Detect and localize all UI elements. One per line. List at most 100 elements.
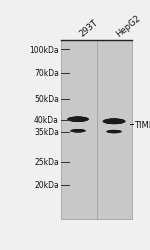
Ellipse shape	[106, 130, 122, 134]
Ellipse shape	[70, 130, 86, 133]
Text: 35kDa: 35kDa	[34, 128, 59, 136]
Ellipse shape	[109, 131, 120, 133]
Ellipse shape	[72, 130, 85, 133]
Ellipse shape	[112, 131, 116, 133]
Ellipse shape	[67, 117, 89, 122]
Ellipse shape	[104, 119, 124, 124]
Ellipse shape	[108, 120, 120, 124]
Ellipse shape	[70, 118, 86, 122]
Ellipse shape	[69, 118, 87, 122]
Ellipse shape	[74, 130, 82, 132]
Ellipse shape	[68, 117, 88, 122]
Ellipse shape	[107, 130, 121, 134]
Ellipse shape	[109, 131, 119, 133]
Ellipse shape	[70, 118, 86, 122]
Text: TIMM50: TIMM50	[134, 120, 150, 129]
Ellipse shape	[76, 119, 80, 121]
Ellipse shape	[112, 121, 116, 123]
Ellipse shape	[71, 130, 85, 133]
Ellipse shape	[68, 117, 88, 122]
Ellipse shape	[108, 120, 120, 124]
Ellipse shape	[111, 131, 117, 133]
Ellipse shape	[74, 130, 83, 132]
Ellipse shape	[71, 118, 85, 122]
Text: HepG2: HepG2	[114, 14, 142, 39]
Ellipse shape	[73, 130, 83, 132]
Ellipse shape	[72, 118, 84, 122]
Ellipse shape	[72, 118, 84, 122]
Ellipse shape	[71, 130, 85, 133]
Ellipse shape	[110, 120, 118, 124]
Text: 25kDa: 25kDa	[34, 158, 59, 166]
Ellipse shape	[111, 120, 117, 123]
Ellipse shape	[75, 118, 81, 121]
Ellipse shape	[106, 120, 123, 124]
Ellipse shape	[110, 131, 118, 133]
Ellipse shape	[73, 130, 83, 132]
Ellipse shape	[70, 130, 86, 133]
Ellipse shape	[111, 120, 118, 123]
Ellipse shape	[105, 119, 123, 124]
Ellipse shape	[108, 130, 121, 134]
Ellipse shape	[111, 120, 117, 123]
Ellipse shape	[72, 130, 84, 132]
Ellipse shape	[112, 120, 116, 123]
Ellipse shape	[107, 130, 121, 134]
Ellipse shape	[110, 131, 118, 133]
Ellipse shape	[108, 120, 121, 124]
Ellipse shape	[76, 118, 80, 121]
Ellipse shape	[111, 131, 118, 133]
Ellipse shape	[112, 120, 116, 123]
Ellipse shape	[74, 118, 83, 121]
Ellipse shape	[72, 130, 84, 133]
Ellipse shape	[108, 131, 120, 134]
Ellipse shape	[107, 120, 121, 124]
Ellipse shape	[75, 118, 81, 121]
Ellipse shape	[106, 130, 122, 134]
Ellipse shape	[71, 118, 85, 122]
Ellipse shape	[110, 120, 118, 123]
Text: 50kDa: 50kDa	[34, 95, 59, 104]
Text: 70kDa: 70kDa	[34, 69, 59, 78]
Ellipse shape	[110, 131, 119, 133]
Ellipse shape	[74, 130, 82, 132]
Ellipse shape	[75, 130, 81, 132]
Ellipse shape	[110, 131, 118, 133]
Bar	[61, 40, 132, 219]
Ellipse shape	[102, 119, 126, 125]
Ellipse shape	[109, 120, 119, 124]
Ellipse shape	[68, 117, 88, 122]
Ellipse shape	[109, 120, 120, 124]
Ellipse shape	[71, 118, 85, 122]
Text: 100kDa: 100kDa	[29, 46, 59, 55]
Ellipse shape	[75, 130, 81, 132]
Ellipse shape	[76, 130, 81, 132]
Ellipse shape	[76, 118, 80, 121]
Ellipse shape	[112, 131, 117, 133]
Ellipse shape	[76, 130, 80, 132]
Ellipse shape	[69, 117, 87, 122]
Text: 40kDa: 40kDa	[34, 116, 59, 125]
Ellipse shape	[70, 130, 86, 133]
Ellipse shape	[76, 130, 80, 132]
Ellipse shape	[70, 118, 87, 122]
Ellipse shape	[73, 118, 83, 122]
Ellipse shape	[72, 130, 84, 133]
Ellipse shape	[74, 118, 82, 121]
Text: 20kDa: 20kDa	[34, 180, 59, 190]
Ellipse shape	[108, 130, 120, 134]
Ellipse shape	[106, 120, 122, 124]
Ellipse shape	[104, 119, 124, 124]
Ellipse shape	[103, 119, 125, 124]
Ellipse shape	[106, 130, 122, 134]
Ellipse shape	[105, 120, 123, 124]
Ellipse shape	[109, 131, 119, 133]
Ellipse shape	[75, 130, 82, 132]
Ellipse shape	[108, 130, 120, 134]
Ellipse shape	[71, 130, 85, 133]
Ellipse shape	[67, 117, 89, 122]
Ellipse shape	[112, 131, 116, 133]
Ellipse shape	[104, 119, 124, 124]
Ellipse shape	[74, 130, 82, 132]
Ellipse shape	[75, 118, 81, 121]
